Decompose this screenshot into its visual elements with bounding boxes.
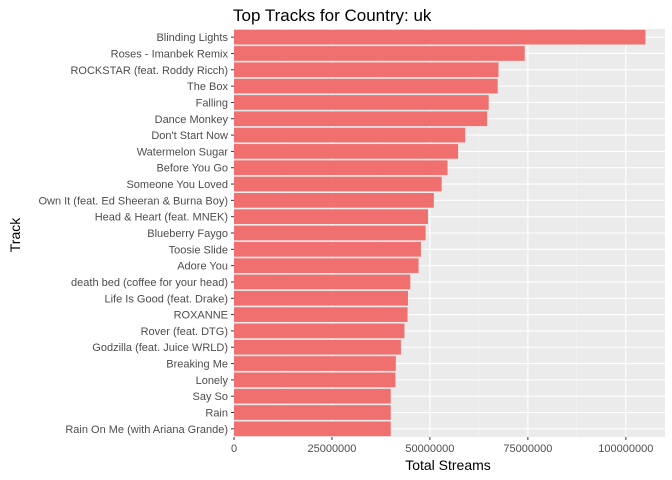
y-tick-label: Toosie Slide bbox=[169, 244, 228, 256]
bar bbox=[234, 258, 419, 273]
y-tick-label: The Box bbox=[187, 81, 228, 93]
bar bbox=[234, 274, 411, 290]
y-tick-label: Watermelon Sugar bbox=[137, 146, 229, 158]
y-tick-label: Dance Monkey bbox=[155, 114, 229, 126]
bar bbox=[234, 46, 525, 61]
y-axis: Blinding Lights Roses - Imanbek Remix ROCK… bbox=[38, 32, 234, 436]
bar bbox=[234, 421, 391, 437]
bar bbox=[234, 225, 426, 241]
bars bbox=[234, 29, 646, 437]
bar bbox=[234, 356, 396, 371]
x-axis-title: Total Streams bbox=[405, 457, 491, 473]
y-tick-label: Life Is Good (feat. Drake) bbox=[105, 293, 229, 305]
y-tick-label: Blueberry Faygo bbox=[147, 228, 228, 240]
bar bbox=[234, 127, 466, 143]
bar bbox=[234, 307, 408, 322]
bar bbox=[234, 176, 442, 192]
y-tick-label: Lonely bbox=[196, 375, 229, 387]
y-tick-label: Rain bbox=[205, 408, 228, 420]
bar bbox=[234, 372, 396, 388]
bar bbox=[234, 290, 408, 306]
y-axis-title: Track bbox=[7, 217, 23, 252]
bar bbox=[234, 95, 489, 110]
y-tick-label: Roses - Imanbek Remix bbox=[111, 48, 229, 60]
bar bbox=[234, 405, 391, 420]
y-tick-label: ROCKSTAR (feat. Roddy Ricch) bbox=[70, 65, 228, 77]
x-tick-label: 50000000 bbox=[405, 443, 454, 455]
bar bbox=[234, 160, 448, 176]
bar bbox=[234, 193, 434, 208]
y-tick-label: Godzilla (feat. Juice WRLD) bbox=[92, 342, 228, 354]
y-tick-label: Say So bbox=[193, 391, 228, 403]
bar bbox=[234, 144, 459, 159]
y-tick-label: Rover (feat. DTG) bbox=[141, 326, 228, 338]
y-tick-label: Blinding Lights bbox=[156, 32, 228, 44]
y-tick-label: Someone You Loved bbox=[126, 179, 228, 191]
x-axis: 0 25000000 50000000 75000000 100000000 bbox=[231, 437, 653, 455]
chart-title: Top Tracks for Country: uk bbox=[233, 6, 432, 25]
bar bbox=[234, 209, 428, 225]
y-tick-label: Falling bbox=[196, 97, 228, 109]
bar bbox=[234, 78, 498, 94]
bar bbox=[234, 241, 421, 257]
y-tick-label: Breaking Me bbox=[166, 359, 228, 371]
bar bbox=[234, 62, 499, 78]
x-tick-label: 0 bbox=[231, 443, 237, 455]
y-tick-label: death bed (coffee for your head) bbox=[71, 277, 228, 289]
y-tick-label: Rain On Me (with Ariana Grande) bbox=[65, 424, 228, 436]
y-tick-label: Own It (feat. Ed Sheeran & Burna Boy) bbox=[38, 195, 228, 207]
bar bbox=[234, 388, 391, 404]
x-tick-label: 75000000 bbox=[503, 443, 552, 455]
bar bbox=[234, 29, 646, 45]
x-tick-label: 100000000 bbox=[598, 443, 653, 455]
x-tick-label: 25000000 bbox=[307, 443, 356, 455]
bar bbox=[234, 339, 401, 355]
y-tick-label: Adore You bbox=[177, 261, 228, 273]
bar bbox=[234, 111, 488, 127]
y-tick-label: Head & Heart (feat. MNEK) bbox=[95, 212, 228, 224]
y-tick-label: Don't Start Now bbox=[151, 130, 228, 142]
bar bbox=[234, 323, 405, 339]
y-tick-label: Before You Go bbox=[156, 163, 228, 175]
y-tick-label: ROXANNE bbox=[174, 310, 228, 322]
